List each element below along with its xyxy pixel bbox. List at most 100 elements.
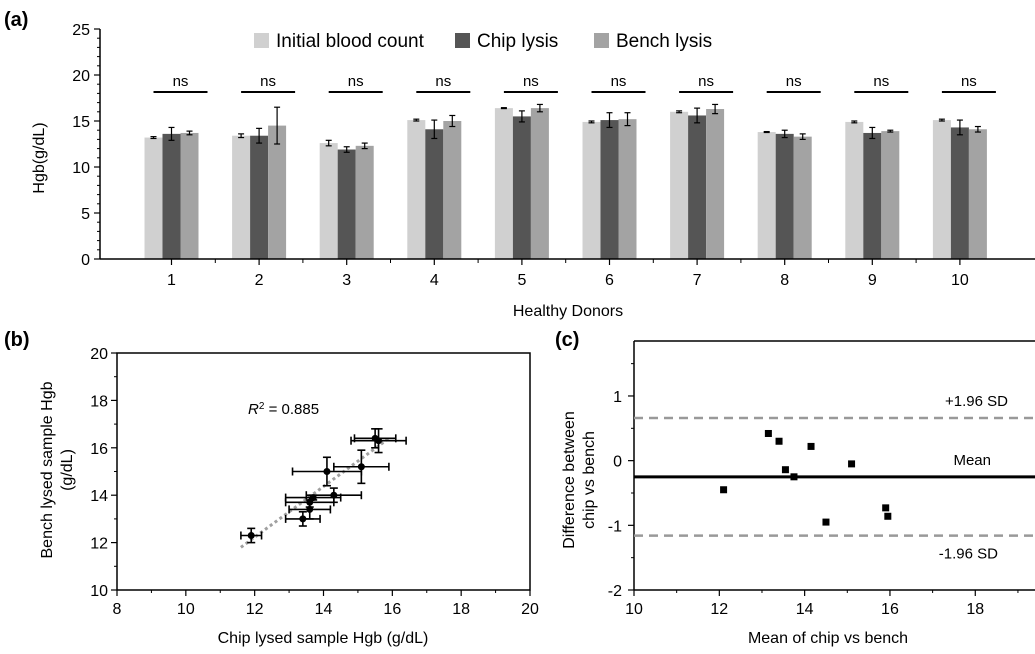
- x-tick-label-b: 18: [452, 601, 470, 618]
- bar-initial: [670, 111, 689, 259]
- y-tick-label-c: 0: [613, 454, 622, 471]
- bar-chip: [512, 116, 531, 260]
- significance-label: ns: [435, 73, 451, 90]
- legend-label-bench: Bench lysis: [616, 31, 712, 52]
- bar-bench: [793, 136, 812, 259]
- mean-label: Mean: [953, 452, 991, 469]
- significance-label: ns: [873, 73, 889, 90]
- bar-chip: [950, 127, 969, 259]
- y-axis-title-c-line1: Difference between: [561, 411, 578, 549]
- y-tick-label-c: -2: [608, 583, 622, 600]
- regression-line: [240, 437, 390, 549]
- x-tick-label-a: 4: [430, 272, 439, 289]
- y-tick-label-c: 1: [613, 389, 622, 406]
- y-tick-label-a: 15: [72, 114, 90, 131]
- data-point: [781, 466, 789, 474]
- legend-swatch-initial: [254, 33, 269, 48]
- panel-c-label: (c): [555, 329, 579, 351]
- bar-chip: [600, 120, 619, 259]
- x-tick-label-a: 10: [951, 272, 969, 289]
- x-tick-label-a: 2: [255, 272, 264, 289]
- bar-chip: [425, 129, 444, 259]
- scatter-c: 10 12 14 16 18 -2 -1 0 1 +1.96 SD Mean -1.96 SD: [608, 340, 1035, 618]
- lower-sd-label: -1.96 SD: [939, 546, 998, 563]
- bar-bench: [530, 108, 549, 260]
- significance-label: ns: [173, 73, 189, 90]
- x-tick-label-c: 16: [881, 601, 899, 618]
- data-point: [790, 473, 798, 481]
- x-axis-title-c: Mean of chip vs bench: [748, 630, 908, 647]
- r-squared-value: = 0.885: [264, 401, 319, 418]
- data-point: [884, 512, 892, 520]
- legend-label-chip: Chip lysis: [477, 31, 558, 52]
- panel-a: (a) Initial blood count Chip lysis Bench l…: [4, 9, 1035, 320]
- panel-a-label: (a): [4, 9, 28, 31]
- significance-label: ns: [348, 73, 364, 90]
- x-tick-label-a: 6: [605, 272, 614, 289]
- bar-chip: [162, 133, 181, 259]
- panel-b: (b) 8 10 12 14 16 18 20 10 12 14 16 18 20 Bench lyse…: [4, 329, 539, 647]
- data-point: [247, 531, 255, 539]
- x-tick-label-c: 18: [966, 601, 984, 618]
- bar-initial: [232, 135, 251, 259]
- panel-b-label: (b): [4, 329, 30, 351]
- data-point: [299, 515, 307, 523]
- significance-label: ns: [611, 73, 627, 90]
- x-tick-label-a: 9: [868, 272, 877, 289]
- y-tick-label-b: 14: [90, 488, 108, 505]
- data-point: [323, 468, 331, 475]
- y-tick-label-a: 5: [81, 206, 90, 223]
- bar-initial: [319, 143, 338, 259]
- y-tick-label-c: -1: [608, 518, 622, 535]
- significance-label: ns: [523, 73, 539, 90]
- bar-initial: [845, 121, 864, 259]
- data-point: [375, 437, 383, 445]
- data-point: [882, 504, 890, 512]
- data-point: [357, 463, 365, 471]
- bar-bench: [355, 145, 374, 259]
- y-tick-label-b: 16: [90, 441, 108, 458]
- bar-bench: [180, 132, 199, 259]
- x-tick-label-b: 8: [113, 601, 122, 618]
- axes-a: 0 5 10 15 20 25 1 2 3 4 5 6 7 8 9 10: [72, 22, 1035, 289]
- x-tick-label-a: 8: [780, 272, 789, 289]
- bar-initial: [757, 132, 776, 259]
- bar-bench: [443, 121, 462, 259]
- x-tick-label-a: 3: [342, 272, 351, 289]
- x-tick-label-b: 10: [177, 601, 195, 618]
- data-point: [720, 486, 728, 494]
- significance-label: ns: [260, 73, 276, 90]
- x-tick-label-b: 20: [521, 601, 539, 618]
- y-tick-label-b: 18: [90, 393, 108, 410]
- x-tick-label-a: 5: [517, 272, 526, 289]
- x-tick-label-c: 12: [710, 601, 728, 618]
- bar-chip: [250, 135, 269, 259]
- x-tick-label-b: 16: [383, 601, 401, 618]
- x-axis-title-a: Healthy Donors: [513, 303, 623, 320]
- y-tick-label-b: 10: [90, 583, 108, 600]
- x-tick-label-b: 12: [246, 601, 264, 618]
- y-axis-title-a: Hgb(g/dL): [31, 122, 48, 193]
- bar-initial: [932, 120, 951, 259]
- y-tick-label-a: 0: [81, 252, 90, 269]
- bar-initial: [494, 108, 513, 260]
- x-tick-label-b: 14: [315, 601, 333, 618]
- bar-chip: [337, 149, 356, 259]
- data-point: [848, 460, 856, 468]
- bar-bench: [268, 125, 287, 259]
- r-squared-symbol: R: [248, 401, 259, 418]
- y-axis-title-b-line2: (g/dL): [59, 449, 76, 491]
- x-tick-label-c: 14: [796, 601, 814, 618]
- bar-bench: [706, 109, 725, 259]
- x-tick-label-a: 7: [693, 272, 702, 289]
- y-tick-label-a: 25: [72, 22, 90, 39]
- bar-chip: [688, 115, 707, 259]
- bars: ns ns ns ns ns ns ns ns ns ns: [144, 73, 996, 260]
- data-point: [822, 518, 830, 526]
- y-axis-title-c-line2: chip vs bench: [581, 431, 598, 529]
- r-squared-exponent: 2: [259, 401, 265, 412]
- x-axis-title-b: Chip lysed sample Hgb (g/dL): [218, 630, 429, 647]
- data-point: [775, 437, 783, 445]
- panel-c: (c) 10 12 14 16 18 -2 -1 0 1 +1.96 SD Mean -1.96 SD…: [555, 329, 1035, 647]
